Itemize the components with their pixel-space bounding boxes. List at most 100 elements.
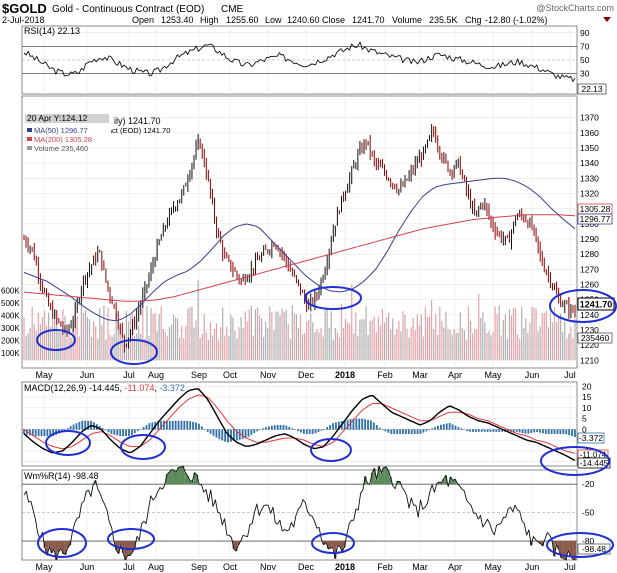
willr-line bbox=[23, 465, 576, 561]
highlight-ellipse-7 bbox=[540, 446, 610, 476]
macd-histogram-bar bbox=[422, 429, 425, 433]
volume-bar bbox=[359, 319, 361, 360]
volume-tick-label: 500K bbox=[1, 299, 20, 308]
willr-overbought-fill bbox=[172, 470, 176, 485]
volume-bar bbox=[488, 330, 490, 360]
copyright: @StockCharts.com bbox=[536, 3, 614, 13]
highlight-ellipse-2 bbox=[304, 286, 362, 310]
macd-histogram-bar bbox=[314, 429, 317, 434]
volume-bar bbox=[189, 307, 191, 360]
volume-tick-label: 200K bbox=[1, 337, 20, 346]
description: Gold - Continuous Contract (EOD) bbox=[52, 4, 204, 15]
macd-histogram-bar bbox=[361, 418, 364, 430]
price-x-label: Dec bbox=[298, 370, 315, 380]
macd-histogram-bar bbox=[399, 429, 401, 434]
macd-histogram-bar bbox=[189, 421, 192, 430]
volume-bar bbox=[420, 314, 422, 360]
volume-bar bbox=[474, 329, 476, 360]
volume-bar bbox=[383, 322, 386, 360]
rsi-value-label: 22.13 bbox=[581, 84, 603, 94]
macd-histogram-bar bbox=[349, 419, 352, 430]
willr-oversold-fill bbox=[573, 541, 577, 560]
willr-oversold-fill bbox=[59, 541, 63, 549]
macd-histogram-bar bbox=[227, 429, 229, 443]
macd-histogram-bar bbox=[308, 429, 311, 434]
volume-bar bbox=[142, 307, 144, 360]
willr-oversold-fill bbox=[541, 541, 544, 546]
macd-histogram-bar bbox=[203, 428, 206, 430]
last-price-box bbox=[577, 297, 615, 311]
willr-oversold-fill bbox=[557, 541, 561, 550]
macd-histogram-bar bbox=[472, 429, 474, 432]
macd-panel bbox=[21, 381, 578, 467]
macd-histogram-bar bbox=[107, 429, 110, 433]
macd-histogram-bar bbox=[451, 424, 454, 430]
volume-bar bbox=[566, 338, 568, 360]
macd-histogram-bar bbox=[66, 428, 69, 430]
macd-histogram-bar bbox=[128, 429, 130, 437]
volume-bar bbox=[304, 333, 306, 360]
macd-histogram-bar bbox=[282, 425, 285, 430]
macd-histogram-bar bbox=[200, 426, 203, 430]
volume-bar bbox=[441, 321, 443, 360]
highlight-ellipse-8 bbox=[37, 528, 87, 558]
volume-bar bbox=[392, 318, 394, 360]
price-x-axis: May Jun Jul Aug Sep Oct Nov Dec 2018 Feb Mar Apr May… bbox=[35, 370, 575, 380]
volume-bar bbox=[285, 309, 287, 360]
macd-histogram-bar bbox=[553, 429, 556, 434]
willr-oversold-fill bbox=[43, 541, 46, 548]
macd-histogram-bar bbox=[518, 429, 521, 433]
highlight-ellipses bbox=[36, 286, 617, 558]
macd-histogram-bar bbox=[87, 420, 90, 430]
volume-bar bbox=[416, 314, 418, 360]
macd-histogram-bar bbox=[507, 429, 509, 432]
willr-fill bbox=[43, 466, 577, 560]
volume-bar bbox=[312, 322, 314, 360]
legend-price-cover bbox=[26, 128, 111, 136]
volume-bar bbox=[435, 313, 437, 360]
volume-bar bbox=[541, 313, 543, 360]
volume-bar bbox=[412, 317, 414, 360]
macd-histogram-bar bbox=[489, 429, 492, 432]
macd-histogram-bar bbox=[151, 422, 154, 430]
volume-bar bbox=[388, 312, 390, 360]
macd-histogram-bar bbox=[206, 429, 209, 432]
volume-bar bbox=[50, 326, 52, 360]
volume-bar bbox=[539, 326, 541, 360]
volume-bar bbox=[195, 320, 197, 360]
willr-oversold-fill bbox=[334, 541, 337, 559]
price-x-label: Jun bbox=[80, 370, 95, 380]
volume-bar bbox=[414, 330, 416, 360]
volume-bar bbox=[187, 308, 189, 360]
macd-histogram-bar bbox=[390, 429, 393, 434]
willr-series-line bbox=[23, 465, 576, 561]
willr-overbought-fill bbox=[451, 480, 455, 485]
willr-x-label: Jul bbox=[123, 562, 135, 572]
volume-bar bbox=[107, 307, 109, 360]
volume-bar bbox=[443, 327, 445, 360]
open-label: Open bbox=[132, 15, 154, 25]
highlight-ellipse-5 bbox=[120, 434, 166, 460]
macd-histogram-bar bbox=[84, 420, 87, 430]
volume-bar bbox=[287, 323, 289, 360]
price-tick-label: 1280 bbox=[580, 249, 599, 259]
volume-bar bbox=[88, 319, 91, 360]
volume-bar bbox=[152, 314, 154, 360]
macd-histogram-bar bbox=[448, 423, 451, 430]
volume-bar bbox=[134, 336, 136, 360]
willr-overbought-fill bbox=[373, 468, 376, 485]
volume-bar bbox=[263, 337, 265, 360]
willr-oversold-fill bbox=[338, 541, 342, 547]
volume-bar bbox=[150, 308, 152, 360]
macd-histogram-bar bbox=[177, 420, 180, 430]
macd-histogram-bar bbox=[413, 429, 416, 434]
volume-bar bbox=[508, 308, 511, 360]
price-x-label: Nov bbox=[260, 370, 277, 380]
willr-oversold-fill bbox=[336, 541, 339, 547]
macd-histogram-bar bbox=[332, 423, 334, 430]
volume-bar bbox=[183, 338, 185, 360]
volume-bar bbox=[70, 337, 72, 360]
willr-oversold-fill bbox=[564, 541, 567, 560]
volume-bar bbox=[408, 337, 410, 360]
macd-histogram-bar bbox=[270, 425, 273, 430]
